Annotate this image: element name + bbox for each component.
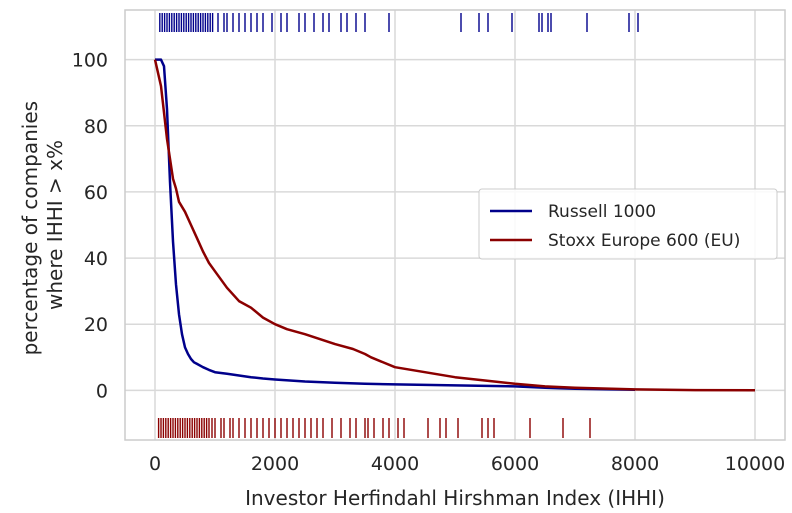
y-tick-label: 20 [84, 314, 108, 336]
y-axis-label-line-1: percentage of companies [18, 101, 42, 355]
legend: Russell 1000 Stoxx Europe 600 (EU) [478, 188, 778, 260]
series-line-0 [155, 58, 636, 391]
y-tick-label: 40 [84, 248, 108, 270]
x-tick-label: 4000 [371, 453, 419, 475]
series-layer [153, 58, 756, 392]
y-axis-label: percentage of companies where IHHI > x% [18, 95, 67, 356]
x-tick-label: 6000 [491, 453, 539, 475]
x-tick-label: 2000 [251, 453, 299, 475]
x-tick-label: 0 [149, 453, 161, 475]
x-tick-label: 10000 [725, 453, 785, 475]
legend-label-stoxx: Stoxx Europe 600 (EU) [548, 231, 740, 251]
legend-label-russell: Russell 1000 [548, 202, 656, 222]
plot-frame [124, 9, 786, 441]
y-tick-label: 80 [84, 116, 108, 138]
x-axis-label: Investor Herfindahl Hirshman Index (IHHI… [245, 486, 665, 510]
y-tick-label: 0 [96, 380, 108, 402]
series-line-1 [153, 59, 756, 392]
y-tick-label: 100 [72, 50, 108, 72]
y-tick-labels: 0 20 40 60 80 100 [72, 50, 108, 403]
x-tick-label: 8000 [611, 453, 659, 475]
y-axis-label-line-2: where IHHI > x% [43, 140, 67, 310]
rug-layer [157, 13, 639, 438]
y-tick-label: 60 [84, 182, 108, 204]
x-tick-labels: 0 2000 4000 6000 8000 10000 [149, 453, 785, 475]
legend-box [478, 188, 778, 260]
